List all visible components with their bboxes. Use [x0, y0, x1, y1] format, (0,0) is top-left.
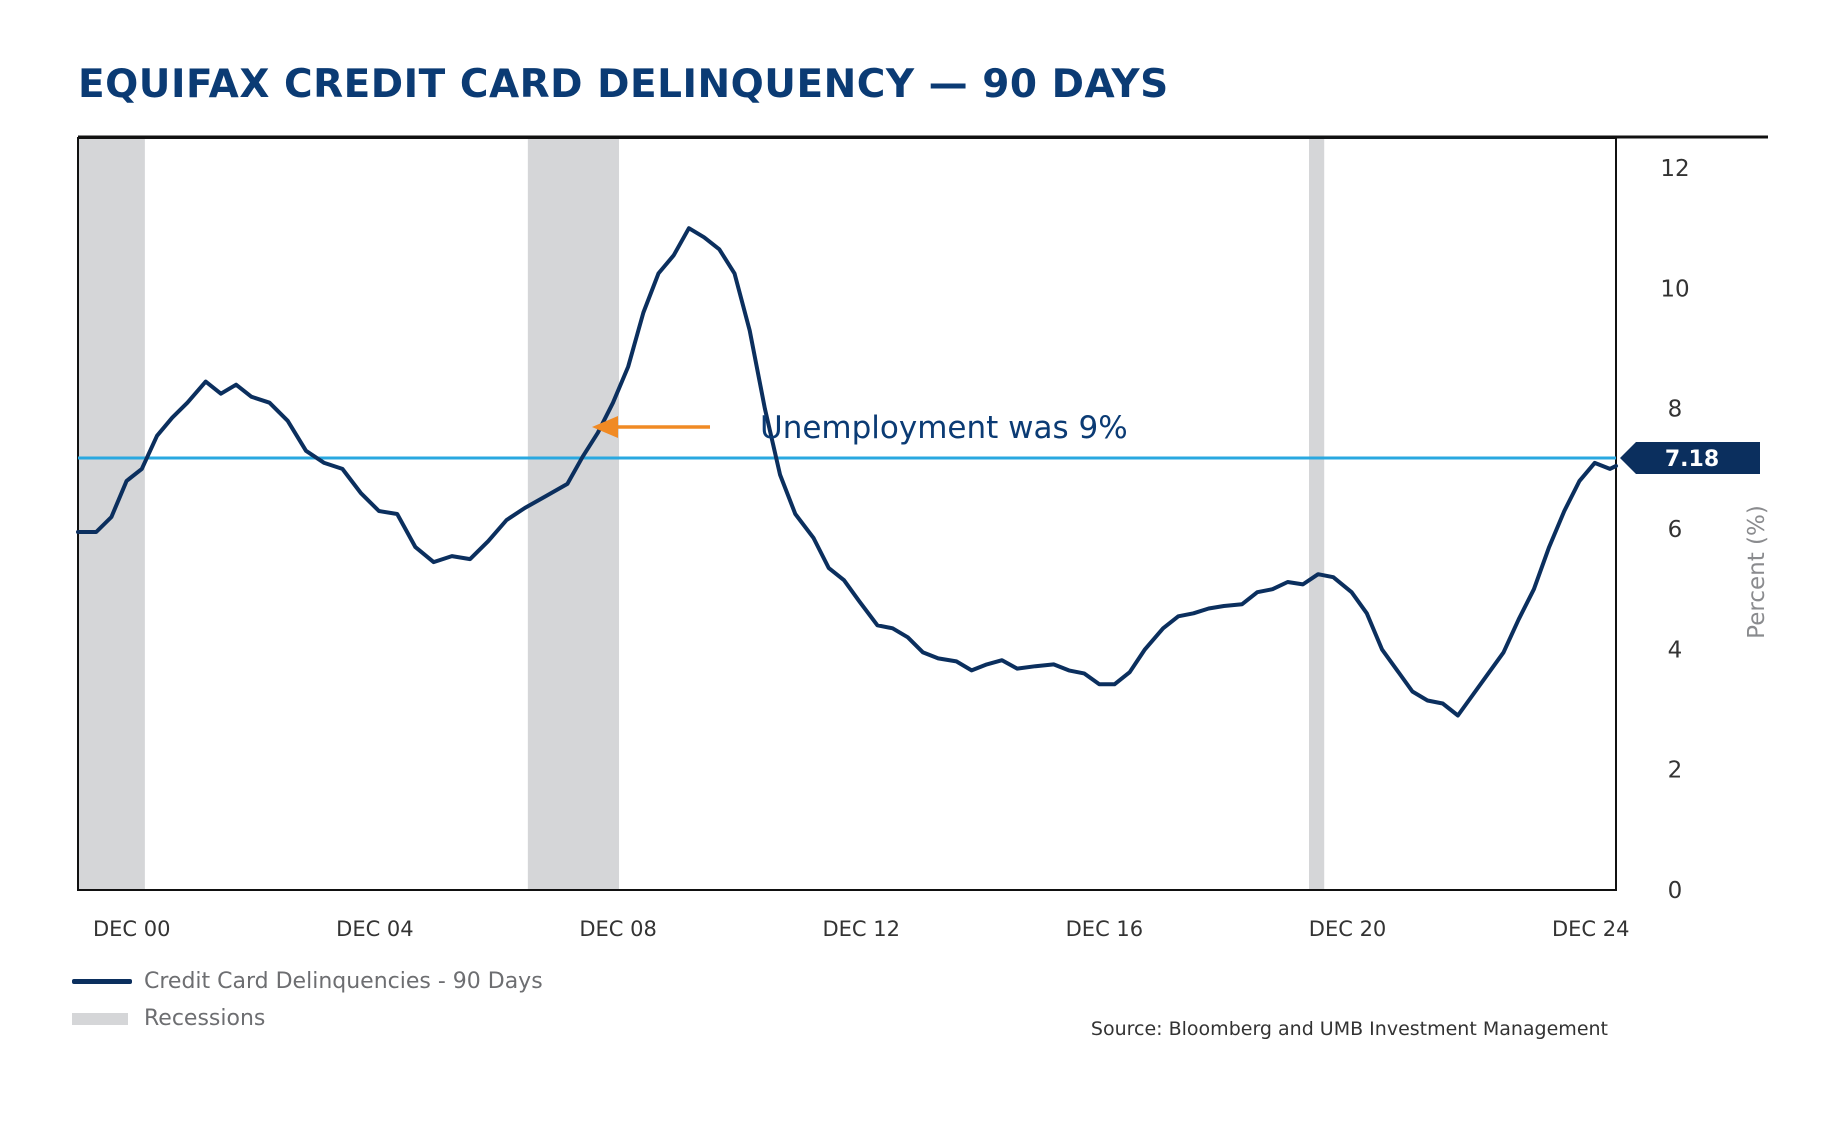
x-axis-ticks: DEC 00 DEC 04 DEC 08 DEC 12 DEC 16 DEC 20 DEC … [93, 917, 1629, 941]
recession-band-2 [527, 138, 620, 890]
series-line-credit-card-delinquencies [76, 226, 1618, 718]
x-tick-label: DEC 00 [93, 917, 171, 941]
source-note: Source: Bloomberg and UMB Investment Man… [1090, 1018, 1608, 1040]
y-tick-label: 12 [1660, 156, 1689, 182]
value-flag-label: 7.18 [1665, 447, 1719, 472]
value-flag: 7.18 [1620, 442, 1760, 475]
legend-label-series: Credit Card Delinquencies - 90 Days [144, 969, 543, 994]
y-tick-label: 10 [1660, 276, 1689, 302]
value-flag-shape [1620, 442, 1760, 475]
annotation-unemployment: Unemployment was 9% [760, 410, 1128, 446]
y-axis-ticks: 0 2 4 6 8 10 12 [1660, 156, 1689, 904]
legend-recession-swatch [72, 1012, 128, 1025]
recession-band-3 [1309, 138, 1325, 890]
x-tick-label: DEC 24 [1552, 917, 1630, 941]
x-tick-label: DEC 16 [1066, 917, 1144, 941]
legend: Credit Card Delinquencies - 90 Days Rece… [72, 963, 543, 1037]
x-tick-label: DEC 20 [1309, 917, 1387, 941]
arrow-head [592, 416, 618, 439]
page-title: EQUIFAX CREDIT CARD DELINQUENCY — 90 DAY… [78, 62, 1169, 107]
legend-line-swatch [72, 979, 132, 984]
x-tick-label: DEC 04 [336, 917, 414, 941]
y-tick-label: 6 [1668, 517, 1683, 543]
y-tick-label: 4 [1668, 637, 1683, 663]
recession-bands [78, 138, 1325, 890]
legend-item-series: Credit Card Delinquencies - 90 Days [72, 963, 543, 1000]
y-tick-label: 0 [1668, 878, 1683, 904]
y-tick-label: 2 [1668, 758, 1683, 784]
plot-frame [77, 137, 1617, 891]
x-tick-label: DEC 12 [822, 917, 900, 941]
legend-item-recessions: Recessions [72, 1000, 543, 1037]
x-tick-label: DEC 08 [579, 917, 657, 941]
legend-label-recessions: Recessions [144, 1006, 266, 1031]
y-axis-label: Percent (%) [1744, 505, 1770, 639]
annotation-arrow [592, 416, 710, 439]
y-tick-label: 8 [1668, 397, 1683, 423]
